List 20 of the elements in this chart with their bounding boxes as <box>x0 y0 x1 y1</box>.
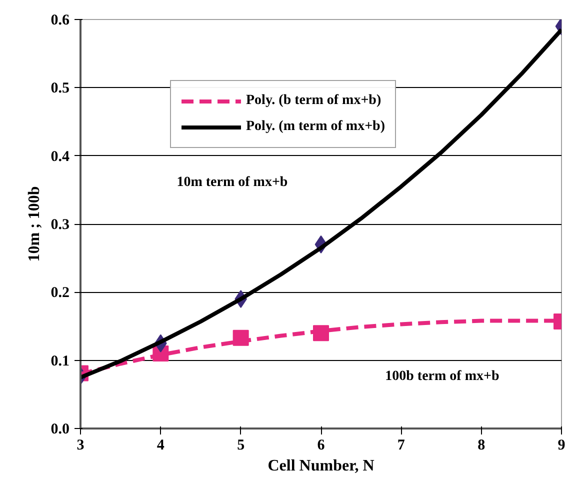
x-tick-label: 9 <box>558 438 566 454</box>
x-tick-label: 6 <box>317 438 326 454</box>
y-tick-label: 0.6 <box>50 12 70 28</box>
annotation: 100b term of mx+b <box>385 369 500 384</box>
y-tick-label: 0.5 <box>50 80 70 97</box>
y-tick-label: 0.2 <box>50 285 70 302</box>
y-tick-label: 0.4 <box>50 148 70 165</box>
legend-label: Poly. (m term of mx+b) <box>246 119 385 135</box>
legend-label: Poly. (b term of mx+b) <box>246 93 382 109</box>
x-tick-label: 7 <box>397 438 406 454</box>
x-axis-title: Cell Number, N <box>268 458 375 474</box>
x-tick-label: 8 <box>478 438 486 454</box>
y-tick-label: 0.3 <box>50 217 70 233</box>
y-tick-label: 0.0 <box>50 422 70 438</box>
x-tick-label: 4 <box>156 438 165 454</box>
y-axis-title: 10m ; 100b <box>26 186 43 262</box>
y-tick-label: 0.1 <box>50 353 70 370</box>
annotation: 10m term of mx+b <box>176 174 288 190</box>
x-tick-label: 5 <box>237 438 245 454</box>
x-tick-label: 3 <box>76 438 84 454</box>
